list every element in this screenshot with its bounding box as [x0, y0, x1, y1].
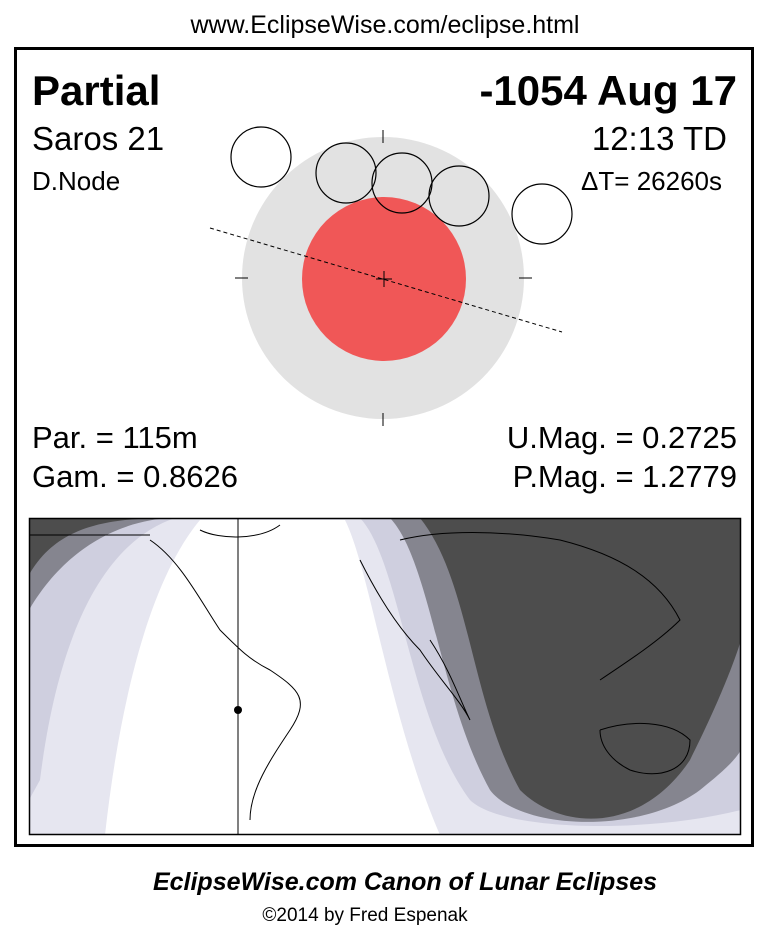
delta-t: ΔT= 26260s [581, 166, 722, 196]
duration: Par. = 115m [32, 420, 198, 455]
eclipse-type: Partial [32, 67, 160, 114]
date: -1054 Aug 17 [479, 67, 737, 114]
crosshair [235, 130, 532, 426]
penumbral-mag: P.Mag. = 1.2779 [513, 459, 737, 494]
node: D.Node [32, 166, 120, 196]
moon-positions [230, 126, 573, 245]
umbral-mag: U.Mag. = 0.2725 [507, 420, 737, 455]
saros: Saros 21 [32, 120, 164, 157]
moon-path [209, 227, 563, 333]
url: www.EclipseWise.com/eclipse.html [190, 11, 580, 39]
gamma: Gam. = 0.8626 [32, 459, 238, 494]
footer-title: EclipseWise.com Canon of Lunar Eclipses [153, 868, 657, 896]
time: 12:13 TD [592, 120, 727, 157]
visibility-map [28, 517, 742, 836]
copyright: ©2014 by Fred Espenak [262, 905, 468, 926]
